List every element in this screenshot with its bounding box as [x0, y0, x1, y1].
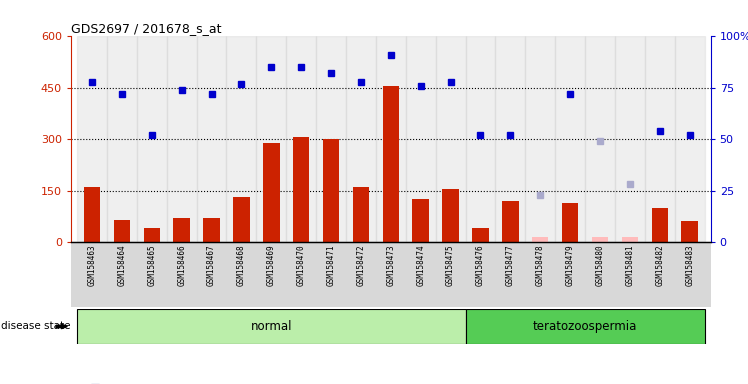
Bar	[562, 202, 578, 242]
Bar	[353, 187, 370, 242]
Bar	[675, 36, 705, 242]
Bar	[652, 208, 668, 242]
Bar	[293, 137, 310, 242]
Bar	[592, 237, 608, 242]
Bar	[114, 220, 130, 242]
Bar	[585, 36, 615, 242]
Bar	[622, 237, 638, 242]
Bar	[263, 142, 280, 242]
Bar	[137, 36, 167, 242]
Bar	[233, 197, 250, 242]
Bar	[286, 36, 316, 242]
Bar	[376, 36, 405, 242]
Bar	[412, 199, 429, 242]
Bar	[615, 36, 645, 242]
Bar	[383, 86, 399, 242]
Bar	[502, 201, 518, 242]
Bar	[645, 36, 675, 242]
Bar	[532, 237, 548, 242]
Text: GDS2697 / 201678_s_at: GDS2697 / 201678_s_at	[71, 22, 221, 35]
Bar	[257, 36, 286, 242]
Text: teratozoospermia: teratozoospermia	[533, 320, 637, 333]
Bar	[77, 309, 465, 344]
Bar	[442, 189, 459, 242]
Bar	[77, 36, 107, 242]
Bar	[472, 228, 488, 242]
Bar	[316, 36, 346, 242]
Bar	[174, 218, 190, 242]
Bar	[346, 36, 376, 242]
Bar	[144, 228, 160, 242]
Bar	[323, 139, 340, 242]
Text: normal: normal	[251, 320, 292, 333]
Bar	[435, 36, 465, 242]
Bar	[555, 36, 585, 242]
Bar	[84, 187, 100, 242]
Bar	[107, 36, 137, 242]
Text: disease state: disease state	[1, 321, 70, 331]
Bar	[167, 36, 197, 242]
Bar	[681, 222, 698, 242]
Bar	[227, 36, 257, 242]
Bar	[465, 36, 495, 242]
Bar	[465, 309, 705, 344]
Bar	[405, 36, 435, 242]
Bar	[525, 36, 555, 242]
Bar	[197, 36, 227, 242]
Bar	[203, 218, 220, 242]
Bar	[495, 36, 525, 242]
